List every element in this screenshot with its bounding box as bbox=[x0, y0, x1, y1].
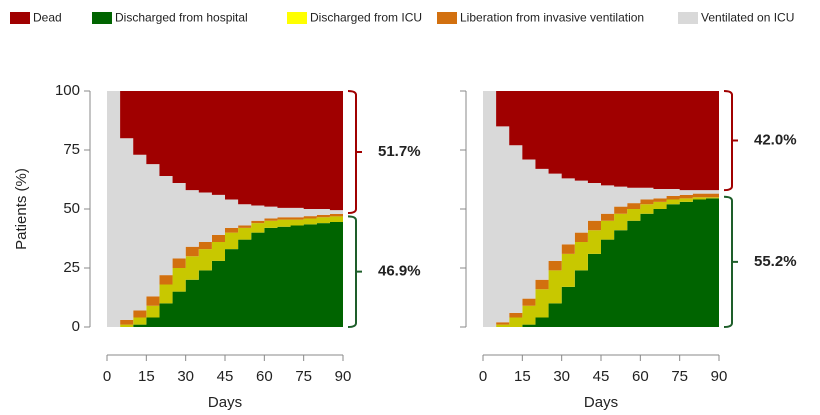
area bbox=[483, 196, 719, 327]
area bbox=[483, 197, 719, 327]
x-tick-label: 30 bbox=[177, 368, 194, 385]
y-tick-label: 100 bbox=[55, 82, 80, 99]
x-tick-label: 75 bbox=[295, 368, 312, 385]
area bbox=[483, 91, 719, 327]
x-tick-label: 45 bbox=[217, 368, 234, 385]
legend-label: Discharged from ICU bbox=[310, 11, 422, 25]
area bbox=[107, 221, 343, 327]
x-tick-label: 60 bbox=[256, 368, 273, 385]
x-tick-label: 30 bbox=[553, 368, 570, 385]
bracket bbox=[347, 90, 362, 215]
legend-label: Liberation from invasive ventilation bbox=[460, 11, 644, 25]
y-tick-label: 50 bbox=[63, 200, 80, 217]
bracket bbox=[723, 90, 738, 192]
bracket bbox=[347, 215, 362, 328]
area bbox=[107, 91, 343, 327]
x-tick-label: 45 bbox=[593, 368, 610, 385]
legend-swatch bbox=[437, 12, 457, 24]
annotation: 42.0% bbox=[754, 132, 797, 149]
x-axis-label: Days bbox=[584, 394, 618, 411]
x-tick-label: 90 bbox=[711, 368, 728, 385]
x-axis-label: Days bbox=[208, 394, 242, 411]
legend-label: Discharged from hospital bbox=[115, 11, 248, 25]
legend-swatch bbox=[10, 12, 30, 24]
y-tick-label: 75 bbox=[63, 141, 80, 158]
annotation: 51.7% bbox=[378, 143, 421, 160]
legend-swatch bbox=[287, 12, 307, 24]
area bbox=[483, 91, 719, 191]
area bbox=[107, 213, 343, 327]
x-tick-label: 15 bbox=[514, 368, 531, 385]
bracket bbox=[723, 195, 738, 328]
y-tick-label: 0 bbox=[72, 318, 80, 335]
x-tick-label: 75 bbox=[671, 368, 688, 385]
x-tick-label: 15 bbox=[138, 368, 155, 385]
annotation: 46.9% bbox=[378, 263, 421, 280]
x-tick-label: 60 bbox=[632, 368, 649, 385]
area bbox=[107, 91, 343, 214]
x-tick-label: 0 bbox=[103, 368, 111, 385]
area bbox=[107, 216, 343, 327]
y-axis-label: Patients (%) bbox=[13, 168, 30, 250]
x-tick-label: 0 bbox=[479, 368, 487, 385]
y-tick-label: 25 bbox=[63, 259, 80, 276]
annotation: 55.2% bbox=[754, 253, 797, 270]
legend-label: Dead bbox=[33, 11, 62, 25]
x-tick-label: 90 bbox=[335, 368, 352, 385]
legend-swatch bbox=[92, 12, 112, 24]
legend-label: Ventilated on ICU bbox=[701, 11, 794, 25]
legend-swatch bbox=[678, 12, 698, 24]
